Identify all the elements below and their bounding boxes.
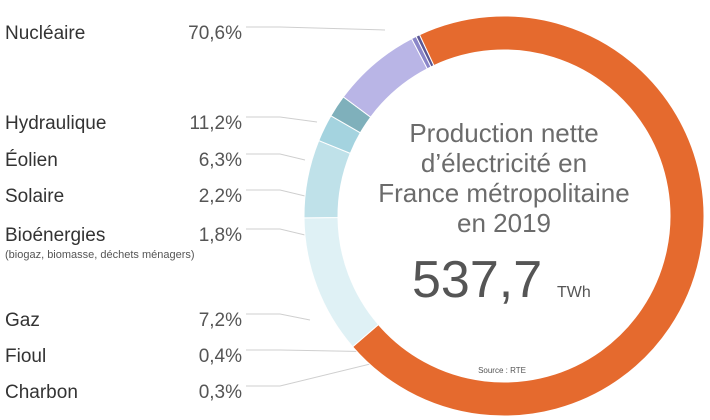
slice-name-0: Nucléaire (5, 23, 85, 44)
chart-title-line-3: France métropolitaine (378, 178, 629, 208)
slice-1 (303, 217, 380, 348)
total-unit: TWh (557, 284, 591, 301)
leader-line-0 (246, 26, 386, 31)
slice-5 (342, 37, 428, 118)
donut-slices (303, 15, 705, 417)
slice-labels: Nucléaire 70,6% Hydraulique 11,2% Éolien 6,3%… (5, 23, 242, 403)
slice-sublabel-4: (biogaz, biomasse, déchets ménagers) (5, 249, 195, 261)
leader-line-5 (246, 313, 311, 321)
slice-name-7: Charbon (5, 382, 78, 403)
total-value: 537,7 (412, 251, 542, 309)
chart-title-line-4: en 2019 (457, 208, 551, 238)
slice-name-1: Hydraulique (5, 113, 106, 134)
chart-title-line-2: d’électricité en (421, 148, 587, 178)
leader-line-4 (246, 228, 306, 236)
slice-0 (351, 15, 705, 417)
slice-2 (303, 139, 351, 219)
slice-percent-6: 0,4% (199, 346, 242, 367)
leader-lines (246, 26, 396, 387)
slice-7 (415, 34, 435, 68)
leader-line-6 (246, 349, 391, 353)
slice-name-2: Éolien (5, 150, 58, 171)
leader-line-2 (246, 153, 306, 161)
slice-percent-4: 1,8% (199, 225, 242, 246)
leader-line-3 (246, 189, 306, 197)
slice-percent-2: 6,3% (199, 150, 242, 171)
slice-name-3: Solaire (5, 186, 64, 207)
slice-percent-5: 7,2% (199, 310, 242, 331)
slice-percent-3: 2,2% (199, 186, 242, 207)
slice-percent-0: 70,6% (188, 23, 242, 44)
chart-title-line-1: Production nette (409, 118, 598, 148)
slice-percent-7: 0,3% (199, 382, 242, 403)
slice-name-4: Bioénergies (5, 225, 105, 246)
slice-name-6: Fioul (5, 346, 46, 367)
leader-line-7 (246, 357, 396, 387)
slice-name-5: Gaz (5, 310, 40, 331)
leader-line-1 (246, 116, 318, 123)
donut-center: Production nette d’électricité en France… (378, 118, 629, 375)
slice-percent-1: 11,2% (190, 113, 243, 134)
source-note: Source : RTE (478, 366, 526, 375)
